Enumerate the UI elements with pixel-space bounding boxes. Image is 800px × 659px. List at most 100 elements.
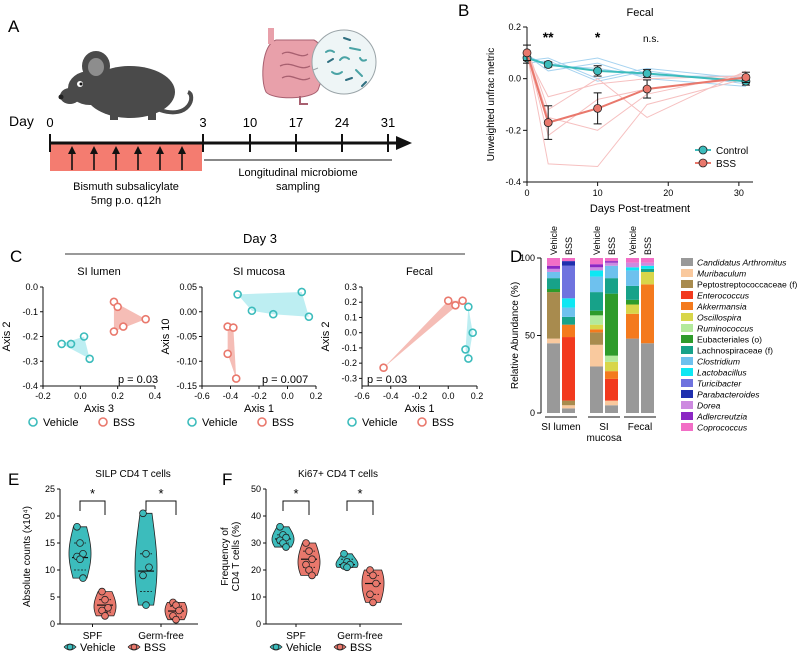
data-point-bss: [366, 590, 374, 599]
bss-individual-line: [526, 50, 747, 131]
dose-arrows: [68, 146, 186, 170]
y-tick-label: -0.1: [22, 307, 38, 317]
chart-f: Ki67+ CD4 T cells 0 10 20 30 40 50 Frequency of…: [220, 469, 402, 654]
y-tick-label: 0.0: [25, 282, 38, 292]
group-label: Fecal: [628, 422, 652, 433]
y-tick-label: 0.0: [508, 74, 521, 84]
legend-swatch: [681, 335, 693, 343]
legend-swatch: [681, 390, 693, 398]
chart-b: Fecal -0.4 -0.2 0.0 0.2 0 10 20 30 Days Post-trea…: [486, 7, 753, 215]
y-tick-label: 0.05: [179, 282, 197, 292]
data-point-vehicle: [142, 601, 150, 609]
legend-label: Vehicle: [202, 417, 237, 429]
x-axis-label: Axis 3: [84, 403, 114, 415]
x-tick-label: -0.2: [412, 391, 428, 401]
data-point-bss: [101, 612, 109, 620]
bar-condition-label: BSS: [564, 237, 574, 255]
bar-segment: [562, 316, 575, 325]
legend-label: Vehicle: [43, 417, 78, 429]
bar-segment: [626, 299, 639, 305]
bar-segment: [562, 261, 575, 266]
panel-letter-a: A: [8, 17, 20, 36]
bar-segment: [605, 262, 618, 266]
bar-segment: [590, 329, 603, 333]
legend-label: Oscillospira: [697, 313, 742, 323]
y-tick-label: 100: [520, 253, 535, 263]
y-axis-label: Absolute counts (x10⁴): [22, 506, 33, 607]
data-point-bss: [141, 314, 150, 324]
y-tick-label: -0.2: [341, 358, 357, 368]
bar-segment: [590, 366, 603, 413]
legend-marker: [336, 643, 344, 651]
chart-title: SI lumen: [77, 266, 120, 278]
legend-label: Dorea: [697, 401, 721, 411]
y-axis-label: Axis 10: [160, 318, 172, 354]
data-point-bss: [458, 296, 467, 306]
legend-marker: [272, 643, 280, 651]
y-tick-label: -0.3: [22, 356, 38, 366]
x-tick-label: 0.2: [471, 391, 484, 401]
category-label: Germ-free: [138, 631, 184, 642]
data-point-bss: [302, 539, 310, 547]
significance-bracket: [145, 500, 177, 515]
sampling-label-line1: Longitudinal microbiome: [238, 167, 357, 179]
data-point-bss: [308, 571, 316, 580]
y-tick-label: 10: [251, 592, 261, 602]
y-axis-label-line2: CD4 T cells (%): [231, 522, 242, 592]
chart-c-si-lumen: SI lumen -0.2 0.0 0.2 0.4 -0.4 -0.3 -0.2 -0.1 0.0…: [1, 266, 161, 429]
data-point-control: [543, 60, 553, 69]
chart-title: Fecal: [406, 266, 433, 278]
y-tick-label: 30: [251, 538, 261, 548]
chart-e: SILP CD4 T cells 0 5 10 15 20 25 Absolute count…: [22, 469, 198, 654]
p-value-label: p = 0.03: [367, 374, 407, 386]
data-point-vehicle: [464, 302, 473, 312]
group-label-line2: mucosa: [586, 433, 621, 444]
data-point-bss: [305, 547, 313, 555]
chart-c-fecal: Fecal -0.6 -0.4 -0.2 0.0 0.2 -0.3 -0.2 -0.1 0.0 0.…: [320, 266, 483, 429]
legend-swatch: [681, 412, 693, 420]
bar-segment: [590, 292, 603, 311]
x-tick-label: -0.4: [383, 391, 399, 401]
data-point-vehicle: [145, 563, 153, 572]
data-point-vehicle: [139, 509, 147, 518]
group-label: SI lumen: [541, 422, 580, 433]
legend-label: BSS: [350, 642, 372, 654]
bar-segment: [590, 264, 603, 268]
legend-marker: [130, 643, 138, 651]
y-tick-label: 5: [50, 592, 55, 602]
legend-swatch: [681, 313, 693, 321]
p-value-label: p = 0.007: [262, 374, 308, 386]
chart-d: 0 50 100 Relative Abundance (%) Vehicle BSS Ve…: [510, 226, 797, 444]
legend-label: Parabacteroides: [697, 390, 760, 400]
x-tick-label: 0.0: [74, 391, 87, 401]
x-tick-label: 10: [593, 188, 603, 198]
bar-segment: [590, 315, 603, 325]
data-point-bss: [118, 322, 128, 331]
bar-segment: [641, 268, 654, 272]
data-point-vehicle: [76, 539, 84, 547]
legend-swatch: [681, 302, 693, 310]
legend-marker: [66, 643, 74, 651]
data-point-vehicle: [247, 306, 257, 316]
day-tick-label: 24: [335, 115, 349, 130]
legend-marker: [347, 417, 357, 427]
significance-label: *: [158, 486, 163, 501]
legend-swatch: [681, 346, 693, 354]
legend-swatch: [681, 291, 693, 299]
panel-letter-f: F: [222, 470, 232, 489]
day-tick-label: 3: [199, 115, 206, 130]
y-tick-label: 0: [530, 408, 535, 418]
bar-segment: [605, 261, 618, 263]
bar-segment: [562, 324, 575, 338]
control-individual-line: [526, 55, 746, 87]
day3-header: Day 3: [243, 231, 277, 246]
y-tick-label: -0.1: [341, 343, 357, 353]
bar-segment: [562, 258, 575, 262]
bar-segment: [605, 355, 618, 362]
significance-label: **: [543, 29, 554, 45]
x-tick-label: 0: [524, 188, 529, 198]
data-point-bss: [642, 84, 652, 94]
bar-condition-label: Vehicle: [549, 226, 559, 255]
